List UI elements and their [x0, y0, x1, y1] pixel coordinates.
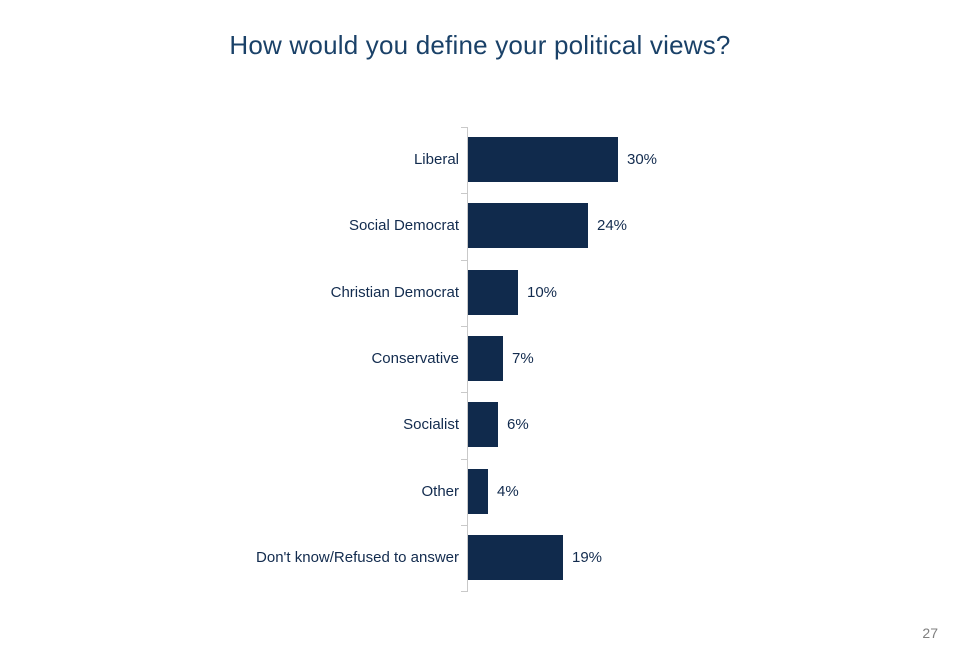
axis-tick	[461, 260, 467, 261]
value-label: 6%	[507, 416, 529, 434]
axis-tick	[461, 591, 467, 592]
page-number: 27	[922, 625, 938, 641]
category-label: Don't know/Refused to answer	[256, 548, 459, 566]
category-axis-line	[467, 127, 468, 592]
category-label: Liberal	[413, 151, 459, 168]
axis-tick	[461, 326, 467, 327]
category-label: Socialist	[403, 416, 459, 434]
axis-tick	[461, 193, 467, 194]
category-label: Christian Democrat	[330, 283, 459, 301]
value-label: 19%	[572, 548, 603, 566]
value-label: 10%	[527, 283, 558, 301]
bar-chart: Liberal 30% Social Democrat 24% Christian De…	[0, 127, 960, 597]
category-label: Other	[421, 482, 459, 500]
category-label: Social Democrat	[348, 217, 459, 235]
value-label: 24%	[597, 217, 628, 235]
chart-title: How would you define your political view…	[229, 30, 731, 60]
bar	[468, 335, 503, 381]
bar	[468, 468, 488, 514]
value-label: 30%	[627, 151, 658, 168]
category-label: Conservative	[371, 349, 459, 367]
axis-tick	[461, 392, 467, 393]
axis-tick	[461, 525, 467, 526]
bar	[468, 137, 618, 182]
value-label: 7%	[512, 349, 534, 367]
bar	[468, 269, 518, 315]
value-label: 4%	[497, 482, 519, 500]
bar	[468, 402, 498, 448]
axis-tick	[461, 459, 467, 460]
axis-tick	[461, 127, 467, 128]
bar	[468, 203, 588, 249]
bar	[468, 534, 563, 580]
